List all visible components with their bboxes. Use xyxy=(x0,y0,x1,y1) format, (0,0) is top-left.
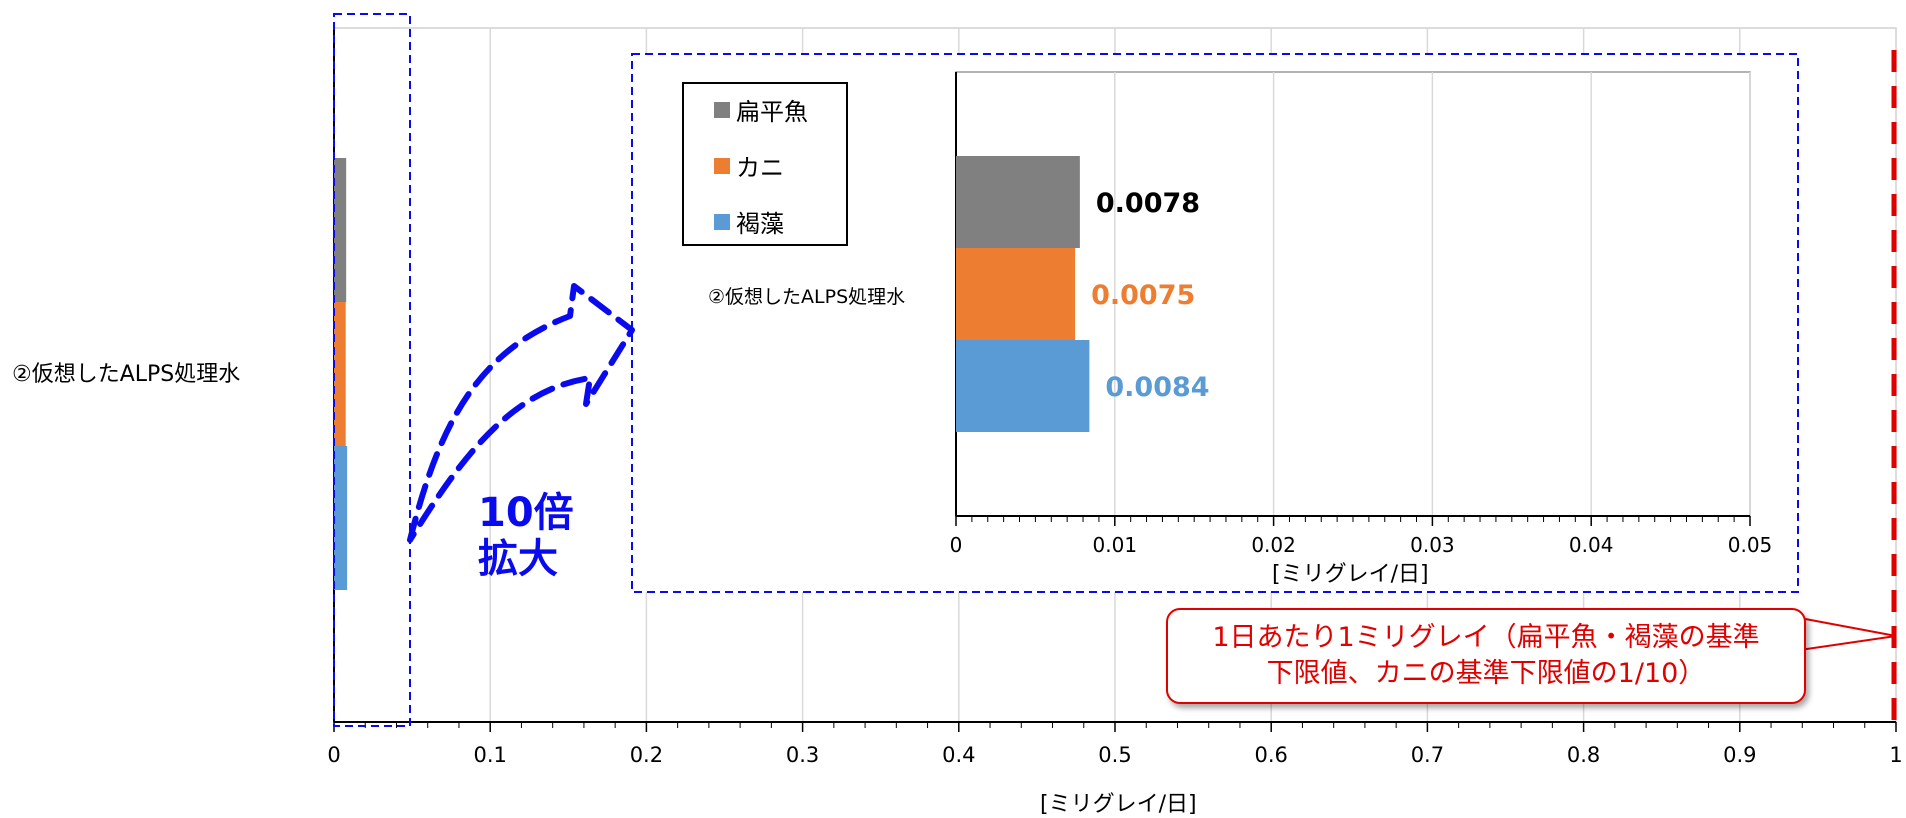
main-category-label: ②仮想したALPS処理水 xyxy=(12,362,241,387)
inset-tick-label: 0.01 xyxy=(1093,533,1138,557)
zoom-label-line2: 拡大 xyxy=(478,536,558,582)
inset-data-label-1: 0.0075 xyxy=(1091,280,1195,311)
limit-callout: 1日あたり1ミリグレイ（扁平魚・褐藻の基準 下限値、カニの基準下限値の1/10） xyxy=(1166,608,1806,704)
callout-line1: 1日あたり1ミリグレイ（扁平魚・褐藻の基準 xyxy=(1212,622,1760,653)
main-tick-label: 0.2 xyxy=(630,743,663,767)
inset-data-label-2: 0.0084 xyxy=(1105,372,1209,403)
main-tick-label: 0.9 xyxy=(1723,743,1756,767)
zoom-source-rect xyxy=(333,13,411,727)
zoom-arrow-icon xyxy=(407,283,635,543)
main-tick-label: 0.5 xyxy=(1098,743,1131,767)
main-bar-2 xyxy=(334,446,348,590)
main-tick-label: 0.7 xyxy=(1411,743,1444,767)
callout-pointer xyxy=(1799,616,1897,652)
legend-swatch-seaweed xyxy=(714,213,730,230)
legend-label-seaweed: 褐藻 xyxy=(736,210,784,238)
inset-x-axis-title: [ミリグレイ/日] xyxy=(1272,562,1429,587)
main-bar-0 xyxy=(334,158,347,302)
main-bar-1 xyxy=(334,302,346,446)
main-x-axis-title: [ミリグレイ/日] xyxy=(1040,792,1197,817)
main-tick-label: 0.3 xyxy=(786,743,819,767)
callout-pointer-shape xyxy=(1799,616,1897,652)
inset-data-label-0: 0.0078 xyxy=(1096,188,1200,219)
main-tick-label: 0 xyxy=(327,743,340,767)
main-tick-label: 0.1 xyxy=(473,743,506,767)
inset-x-axis: 0 0.01 0.02 0.03 0.04 0.05 xyxy=(950,72,1773,557)
legend: 扁平魚 カニ 褐藻 xyxy=(682,82,848,246)
inset-category-label: ②仮想したALPS処理水 xyxy=(708,286,906,308)
main-tick-label: 0.4 xyxy=(942,743,975,767)
inset-tick-label: 0.04 xyxy=(1569,533,1614,557)
inset-bars: 0.0078 0.0075 0.0084 xyxy=(956,156,1210,432)
legend-swatch-crab xyxy=(714,157,730,174)
inset-bar-0 xyxy=(956,156,1080,248)
legend-label-flatfish: 扁平魚 xyxy=(736,98,808,126)
inset-bar-2 xyxy=(956,340,1090,432)
main-tick-label: 0.6 xyxy=(1254,743,1287,767)
inset-tick-label: 0.05 xyxy=(1728,533,1773,557)
inset-tick-label: 0 xyxy=(950,533,963,557)
main-tick-label: 1 xyxy=(1889,743,1902,767)
zoom-label-line1: 10倍 xyxy=(478,490,574,536)
zoom-arrow-path xyxy=(407,283,635,543)
main-bars xyxy=(334,158,348,590)
inset-bar-1 xyxy=(956,248,1076,340)
legend-item-seaweed: 褐藻 xyxy=(714,204,784,239)
inset-tick-label: 0.02 xyxy=(1251,533,1296,557)
zoom-source-box xyxy=(333,13,411,727)
main-tick-label: 0.8 xyxy=(1567,743,1600,767)
legend-swatch-flatfish xyxy=(714,101,730,118)
legend-item-crab: カニ xyxy=(714,148,784,183)
zoom-label: 10倍 拡大 xyxy=(478,490,574,582)
main-x-axis: 0 0.1 0.2 0.3 0.4 0.5 0.6 0.7 0.8 0.9 1 xyxy=(327,28,1903,767)
legend-item-flatfish: 扁平魚 xyxy=(714,92,808,127)
legend-label-crab: カニ xyxy=(736,154,784,182)
callout-line2: 下限値、カニの基準下限値の1/10） xyxy=(1266,658,1706,689)
inset-tick-label: 0.03 xyxy=(1410,533,1455,557)
